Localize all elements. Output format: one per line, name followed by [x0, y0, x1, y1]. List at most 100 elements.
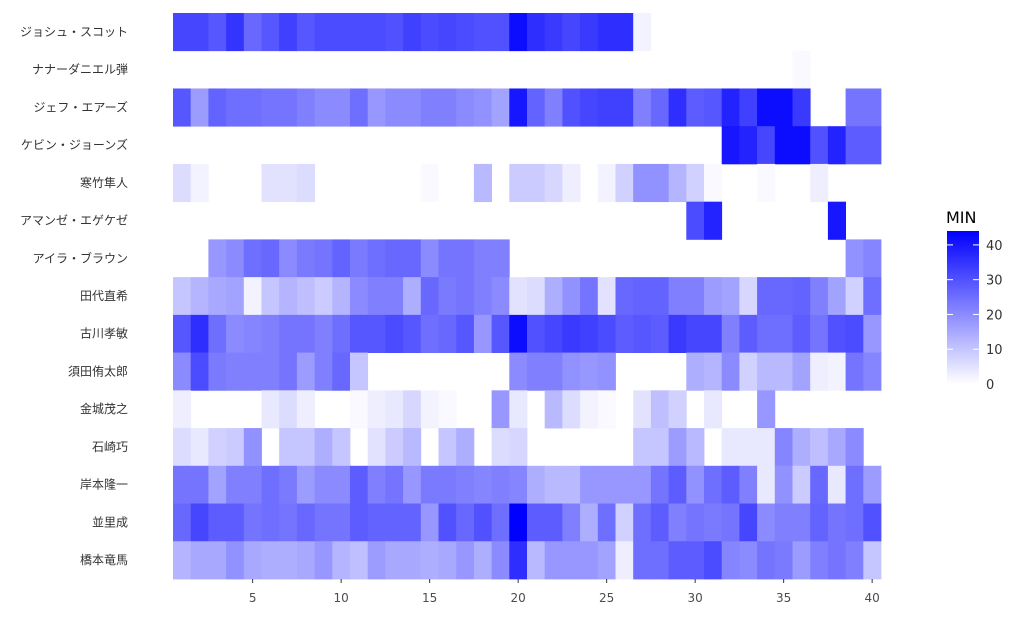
x-axis: 5 10 15 20 25 30 35 40: [249, 579, 880, 605]
heatmap-cell: [473, 239, 492, 278]
heatmap-cell: [827, 503, 846, 542]
heatmap-cell: [739, 314, 758, 353]
heatmap-cell: [792, 88, 811, 127]
heatmap-cell: [208, 277, 227, 316]
heatmap-cell: [580, 352, 599, 391]
heatmap-cell: [580, 314, 599, 353]
heatmap-cell: [403, 428, 422, 467]
heatmap-cell: [296, 390, 315, 429]
heatmap-cell: [509, 503, 528, 542]
heatmap-cell: [704, 163, 723, 203]
heatmap-cell: [509, 352, 528, 391]
heatmap-cell: [491, 88, 510, 127]
heatmap-cell: [438, 314, 457, 353]
heatmap-cell: [704, 88, 723, 127]
x-tick-label: 25: [599, 591, 614, 605]
heatmap-cell: [226, 352, 245, 391]
heatmap-cell: [650, 88, 669, 127]
heatmap-cell: [845, 277, 864, 316]
heatmap-cell: [845, 541, 864, 580]
heatmap-cell: [792, 465, 811, 504]
heatmap-cell: [243, 465, 262, 504]
heatmap-cell: [739, 503, 758, 542]
heatmap-cell: [261, 541, 280, 580]
heatmap-cell: [686, 201, 705, 240]
heatmap-cell: [243, 352, 262, 391]
heatmap-cell: [650, 163, 669, 203]
heatmap-cell: [810, 352, 829, 391]
heatmap-cell: [491, 390, 510, 429]
heatmap-cell: [562, 163, 581, 203]
heatmap-cell: [792, 428, 811, 467]
heatmap-cell: [704, 201, 723, 240]
heatmap-cell: [615, 503, 634, 542]
heatmap-cell: [385, 541, 404, 580]
heatmap-cell: [544, 390, 563, 429]
heatmap-cell: [686, 277, 705, 316]
heatmap-cell: [810, 503, 829, 542]
heatmap-cell: [385, 314, 404, 353]
heatmap-cell: [332, 541, 351, 580]
heatmap-cell: [367, 465, 386, 504]
heatmap-cell: [456, 428, 475, 467]
heatmap-cell: [827, 352, 846, 391]
heatmap-cell: [810, 126, 829, 165]
heatmap-cell: [473, 314, 492, 353]
heatmap-cell: [721, 465, 740, 504]
heatmap-cell: [774, 503, 793, 542]
heatmap-cell: [296, 88, 315, 127]
heatmap-cell: [739, 88, 758, 127]
heatmap-cell: [456, 503, 475, 542]
heatmap-cell: [350, 277, 369, 316]
heatmap-cell: [190, 88, 209, 127]
heatmap-cell: [208, 13, 227, 52]
heatmap-cell: [314, 352, 333, 391]
heatmap-cell: [633, 163, 652, 203]
heatmap-cell: [757, 277, 776, 316]
heatmap-cell: [739, 352, 758, 391]
heatmap-cell: [385, 239, 404, 278]
heatmap-cell: [279, 352, 298, 391]
heatmap-cell: [226, 465, 245, 504]
heatmap-cell: [350, 352, 369, 391]
heatmap-cell: [845, 465, 864, 504]
heatmap-cell: [420, 88, 439, 127]
heatmap-cell: [350, 465, 369, 504]
heatmap-cell: [456, 88, 475, 127]
heatmap-cell: [527, 541, 546, 580]
heatmap-cell: [279, 239, 298, 278]
heatmap-cell: [438, 428, 457, 467]
heatmap-cell: [863, 277, 882, 316]
heatmap-cell: [757, 352, 776, 391]
heatmap-cell: [845, 88, 864, 127]
heatmap-cell: [704, 277, 723, 316]
heatmap-cell: [296, 541, 315, 580]
heatmap-cell: [367, 503, 386, 542]
heatmap-cell: [385, 503, 404, 542]
heatmap-cell: [243, 541, 262, 580]
heatmap-cell: [261, 390, 280, 429]
heatmap-cell: [721, 88, 740, 127]
heatmap-cell: [668, 277, 687, 316]
heatmap-cell: [668, 428, 687, 467]
heatmap-cell: [509, 428, 528, 467]
heatmap-cell: [686, 465, 705, 504]
heatmap-cell: [456, 541, 475, 580]
row-label: 田代直希: [80, 288, 128, 303]
heatmap-cell: [456, 277, 475, 316]
heatmap-cell: [173, 314, 192, 353]
heatmap-cell: [473, 88, 492, 127]
heatmap-cell: [438, 239, 457, 278]
heatmap-cell: [827, 428, 846, 467]
heatmap-cell: [279, 88, 298, 127]
row-label: ケビン・ジョーンズ: [21, 137, 128, 152]
row-label: 石崎巧: [92, 440, 128, 454]
row-label: アマンゼ・エゲケゼ: [20, 214, 128, 228]
heatmap-cell: [403, 465, 422, 504]
heatmap-cell: [544, 277, 563, 316]
heatmap-cell: [580, 13, 599, 52]
heatmap-cell: [385, 277, 404, 316]
heatmap-cell: [686, 314, 705, 353]
heatmap-cell: [527, 352, 546, 391]
heatmap-cell: [615, 163, 634, 203]
